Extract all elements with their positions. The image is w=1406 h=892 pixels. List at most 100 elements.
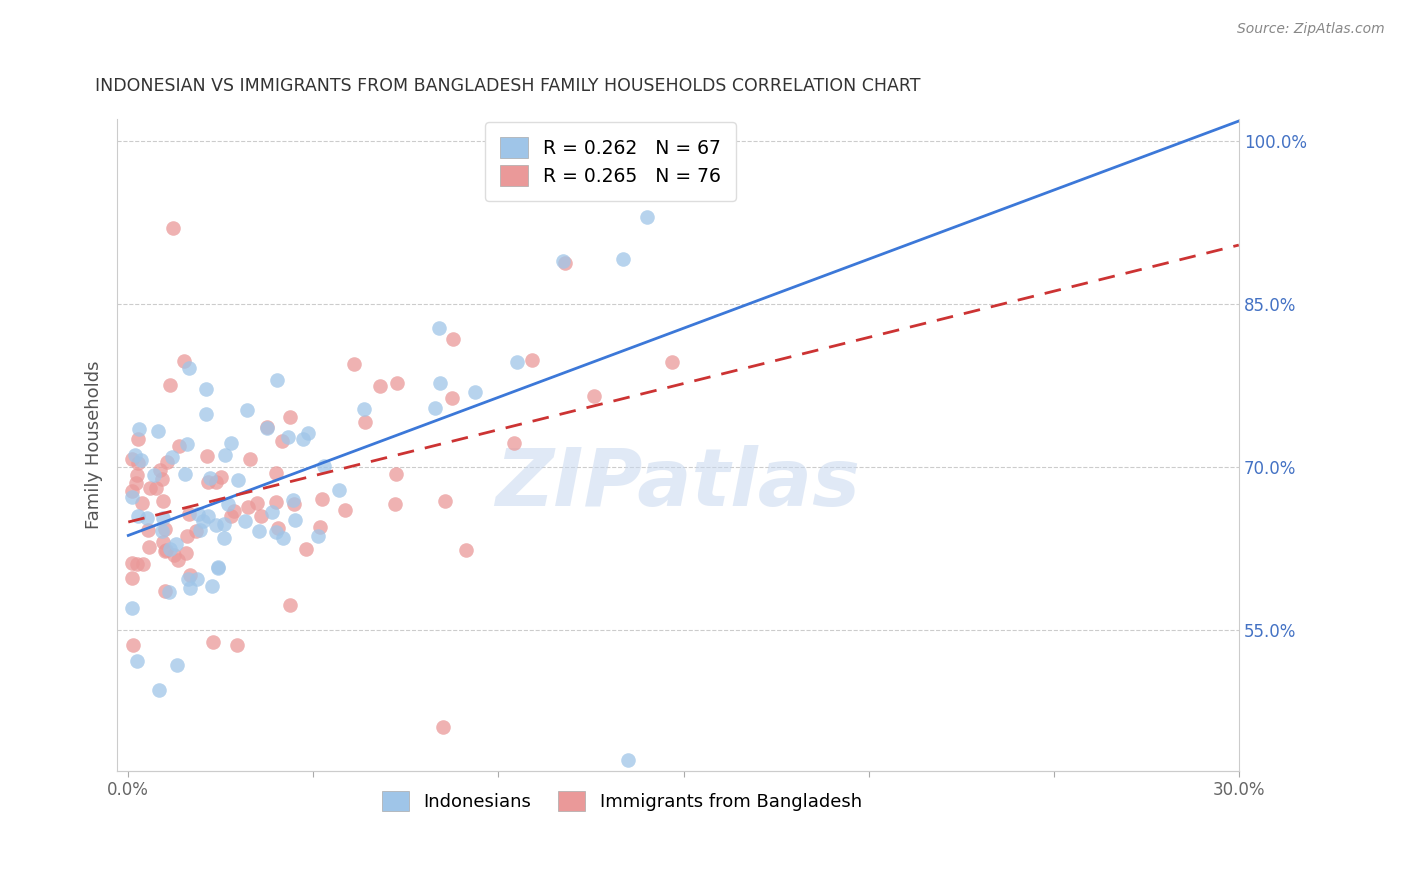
- Point: [307, 529, 329, 543]
- Point: [454, 543, 477, 558]
- Point: [246, 496, 269, 510]
- Point: [292, 432, 315, 446]
- Point: [152, 535, 174, 549]
- Text: Source: ZipAtlas.com: Source: ZipAtlas.com: [1237, 22, 1385, 37]
- Point: [554, 255, 576, 269]
- Point: [233, 514, 256, 528]
- Point: [427, 321, 450, 335]
- Point: [152, 510, 174, 524]
- Text: ZIPatlas: ZIPatlas: [495, 445, 860, 523]
- Legend: Indonesians, Immigrants from Bangladesh: Indonesians, Immigrants from Bangladesh: [373, 782, 870, 821]
- Point: [612, 252, 634, 267]
- Point: [264, 524, 287, 539]
- Point: [264, 466, 287, 480]
- Point: [121, 490, 143, 504]
- Point: [165, 536, 187, 550]
- Point: [239, 451, 262, 466]
- Point: [387, 376, 409, 390]
- Point: [132, 557, 155, 571]
- Point: [432, 720, 454, 734]
- Point: [385, 467, 408, 481]
- Point: [166, 657, 188, 672]
- Point: [173, 354, 195, 368]
- Point: [238, 500, 260, 515]
- Point: [177, 572, 200, 586]
- Point: [354, 415, 377, 429]
- Point: [617, 753, 640, 767]
- Point: [159, 378, 181, 392]
- Point: [281, 492, 304, 507]
- Point: [236, 403, 259, 417]
- Point: [661, 355, 683, 369]
- Point: [155, 542, 177, 557]
- Point: [127, 654, 149, 668]
- Point: [121, 557, 143, 571]
- Point: [195, 408, 218, 422]
- Point: [228, 473, 250, 487]
- Point: [176, 529, 198, 543]
- Point: [163, 548, 186, 562]
- Point: [440, 391, 463, 405]
- Point: [267, 521, 290, 535]
- Point: [309, 520, 332, 534]
- Point: [433, 494, 456, 508]
- Point: [277, 430, 299, 444]
- Point: [157, 585, 180, 599]
- Point: [143, 468, 166, 483]
- Point: [153, 522, 176, 536]
- Point: [284, 513, 307, 527]
- Point: [156, 455, 179, 469]
- Point: [153, 583, 176, 598]
- Point: [135, 511, 157, 525]
- Point: [125, 475, 148, 490]
- Point: [311, 492, 333, 507]
- Point: [121, 483, 143, 498]
- Point: [342, 357, 364, 371]
- Point: [266, 373, 288, 387]
- Point: [370, 379, 392, 393]
- Point: [198, 471, 221, 485]
- Point: [188, 523, 211, 537]
- Point: [125, 467, 148, 482]
- Point: [226, 638, 249, 652]
- Point: [204, 475, 226, 489]
- Point: [138, 481, 160, 495]
- Point: [207, 561, 229, 575]
- Point: [138, 541, 160, 555]
- Point: [162, 220, 184, 235]
- Point: [129, 453, 152, 467]
- Point: [353, 402, 375, 417]
- Point: [121, 600, 143, 615]
- Point: [174, 546, 197, 560]
- Point: [179, 581, 201, 595]
- Point: [503, 436, 526, 450]
- Point: [464, 384, 486, 399]
- Point: [297, 425, 319, 440]
- Point: [335, 503, 357, 517]
- Point: [221, 436, 243, 450]
- Point: [149, 463, 172, 477]
- Point: [441, 332, 464, 346]
- Point: [184, 524, 207, 539]
- Point: [271, 434, 294, 448]
- Point: [146, 424, 169, 438]
- Point: [207, 559, 229, 574]
- Point: [429, 376, 451, 391]
- Point: [197, 509, 219, 524]
- Point: [121, 452, 143, 467]
- Point: [583, 389, 606, 403]
- Point: [256, 421, 278, 435]
- Point: [214, 448, 236, 462]
- Point: [219, 509, 242, 524]
- Point: [131, 496, 153, 510]
- Point: [636, 210, 658, 224]
- Point: [177, 507, 200, 521]
- Point: [173, 467, 195, 481]
- Point: [128, 456, 150, 470]
- Point: [214, 531, 236, 545]
- Point: [201, 579, 224, 593]
- Point: [162, 450, 184, 464]
- Point: [209, 470, 232, 484]
- Point: [506, 355, 529, 369]
- Point: [551, 253, 574, 268]
